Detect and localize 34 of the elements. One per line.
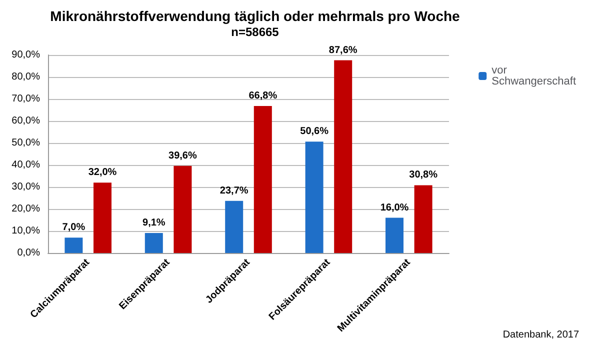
y-tick-label: 40,0% [12, 160, 40, 170]
bar [174, 166, 192, 253]
y-tick-label: 90,0% [12, 50, 40, 60]
y-tick-label: 30,0% [12, 182, 40, 192]
y-tick-label: 10,0% [12, 226, 40, 236]
bar [64, 238, 83, 253]
legend-label: vor Schwangerschaft [492, 64, 576, 88]
y-tick-label: 20,0% [12, 204, 40, 214]
bar [305, 142, 324, 253]
chart-title: Mikronährstoffverwendung täglich oder mehrmals pro Woche [50, 8, 460, 24]
text: Datenbank, 2017 [502, 330, 580, 340]
bar [144, 232, 163, 253]
bar [254, 106, 272, 253]
data-label: 7,0% [62, 222, 86, 234]
bar [94, 182, 112, 253]
data-label: 30,8% [409, 170, 438, 181]
data-label: 9,1% [142, 217, 166, 228]
bar [334, 60, 352, 253]
data-label: 50,6% [300, 126, 329, 138]
y-tick-label: 70,0% [12, 94, 40, 104]
y-tick-label: 0,0% [17, 248, 40, 258]
data-label: 39,6% [168, 150, 197, 162]
data-label: 87,6% [328, 44, 358, 56]
data-label: 66,8% [248, 90, 278, 102]
bar [414, 185, 432, 253]
y-tick-label: 80,0% [12, 72, 40, 82]
data-label: 23,7% [220, 185, 248, 196]
chart-subtitle: n=58665 [231, 25, 280, 39]
bar [225, 200, 244, 253]
data-label: 32,0% [88, 167, 117, 178]
data-label: 16,0% [380, 202, 409, 214]
y-tick-label: 60,0% [12, 116, 40, 126]
y-tick-label: 50,0% [12, 138, 40, 148]
bar [386, 218, 404, 253]
